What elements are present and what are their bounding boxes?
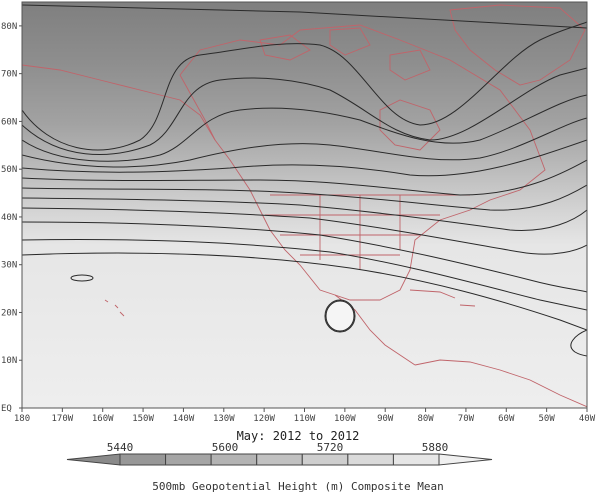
lon-tick-label: 90W <box>377 414 394 424</box>
map-subtitle: May: 2012 to 2012 <box>236 429 360 443</box>
colorbar-title: 500mb Geopotential Height (m) Composite … <box>152 480 444 493</box>
colorbar-segment <box>392 453 440 466</box>
high-center <box>325 300 355 332</box>
colorbar-label: 5440 <box>107 441 134 454</box>
lon-tick-label: 40W <box>579 414 596 424</box>
lon-tick-label: 80W <box>417 414 434 424</box>
colorbar-segment <box>165 453 212 466</box>
colorbar-high-arrow <box>438 453 493 466</box>
colorbar: 5440 5600 5720 5880 <box>66 441 493 466</box>
lat-tick-label: 20N <box>1 308 17 318</box>
lat-tick-label: EQ <box>1 404 12 414</box>
colorbar-segment <box>119 453 167 466</box>
height-contours <box>22 4 587 357</box>
lon-tick-label: 150W <box>132 414 154 424</box>
lon-tick-label: 160W <box>92 414 114 424</box>
colorbar-segment <box>210 453 258 466</box>
colorbar-label: 5600 <box>212 441 239 454</box>
colorbar-segment <box>347 453 394 466</box>
lat-tick-label: 60N <box>1 117 17 127</box>
lon-tick-label: 180 <box>14 414 30 424</box>
lon-tick-label: 140W <box>173 414 195 424</box>
colorbar-low-arrow <box>66 453 121 466</box>
colorbar-label: 5880 <box>422 441 449 454</box>
lat-tick-label: 10N <box>1 356 17 366</box>
lon-tick-label: 70W <box>458 414 475 424</box>
lat-tick-label: 50N <box>1 165 17 175</box>
lon-tick-label: 130W <box>213 414 235 424</box>
lat-tick-label: 70N <box>1 70 17 80</box>
lon-tick-label: 110W <box>294 414 316 424</box>
colorbar-segment <box>256 453 303 466</box>
lat-tick-label: 30N <box>1 261 17 271</box>
colorbar-label: 5720 <box>317 441 344 454</box>
lon-tick-label: 50W <box>539 414 556 424</box>
lon-tick-label: 100W <box>334 414 356 424</box>
latitude-axis: EQ 10N 20N 30N 40N 50N 60N 70N 80N <box>1 22 22 414</box>
lon-tick-label: 60W <box>498 414 515 424</box>
lat-tick-label: 40N <box>1 213 17 223</box>
lon-tick-label: 120W <box>253 414 275 424</box>
colorbar-segment <box>301 453 349 466</box>
lon-tick-label: 170W <box>52 414 74 424</box>
longitude-axis: 180 170W 160W 150W 140W 130W 120W 110W 100W 90W 80… <box>14 408 596 424</box>
lat-tick-label: 80N <box>1 22 17 32</box>
